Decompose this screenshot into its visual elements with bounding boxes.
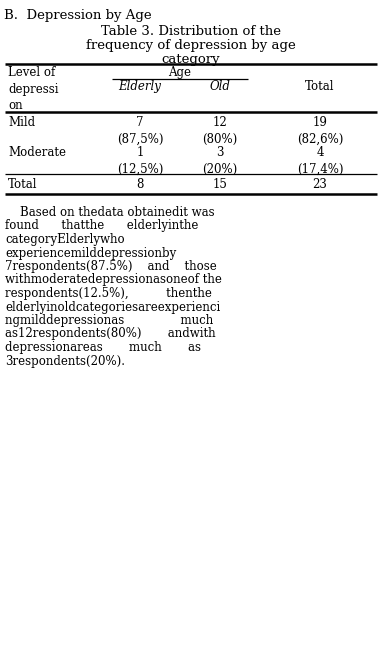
Text: 3respondents(20%).: 3respondents(20%). — [5, 354, 125, 368]
Text: category: category — [162, 53, 220, 66]
Text: found      thatthe      elderlyinthe: found thatthe elderlyinthe — [5, 220, 198, 232]
Text: 1
(12,5%): 1 (12,5%) — [117, 146, 163, 176]
Text: Table 3. Distribution of the: Table 3. Distribution of the — [101, 25, 281, 38]
Text: Moderate: Moderate — [8, 146, 66, 159]
Text: 23: 23 — [312, 178, 327, 191]
Text: B.  Depression by Age: B. Depression by Age — [4, 9, 152, 22]
Text: categoryElderlywho: categoryElderlywho — [5, 233, 125, 246]
Text: withmoderatedepressionasoneof the: withmoderatedepressionasoneof the — [5, 273, 222, 286]
Text: Elderly: Elderly — [118, 80, 162, 93]
Text: respondents(12.5%),          thenthe: respondents(12.5%), thenthe — [5, 287, 212, 300]
Text: depressionareas       much       as: depressionareas much as — [5, 341, 201, 354]
Text: Level of
depressi
on: Level of depressi on — [8, 66, 58, 112]
Text: 7respondents(87.5%)    and    those: 7respondents(87.5%) and those — [5, 260, 217, 273]
Text: 19
(82,6%): 19 (82,6%) — [297, 116, 343, 145]
Text: 12
(80%): 12 (80%) — [202, 116, 238, 145]
Text: Age: Age — [168, 66, 191, 79]
Text: Total: Total — [305, 79, 335, 92]
Text: 8: 8 — [136, 178, 144, 191]
Text: elderlyinoldcategoriesareexperienci: elderlyinoldcategoriesareexperienci — [5, 300, 220, 314]
Text: 7
(87,5%): 7 (87,5%) — [117, 116, 163, 145]
Text: ngmilddepressionas               much: ngmilddepressionas much — [5, 314, 213, 327]
Text: as12respondents(80%)       andwith: as12respondents(80%) andwith — [5, 327, 215, 341]
Text: Based on thedata obtainedit was: Based on thedata obtainedit was — [5, 206, 215, 219]
Text: frequency of depression by age: frequency of depression by age — [86, 39, 296, 52]
Text: 4
(17,4%): 4 (17,4%) — [297, 146, 343, 176]
Text: experiencemilddepressionby: experiencemilddepressionby — [5, 246, 176, 259]
Text: Mild: Mild — [8, 116, 35, 129]
Text: 3
(20%): 3 (20%) — [202, 146, 238, 176]
Text: 15: 15 — [212, 178, 227, 191]
Text: Total: Total — [8, 178, 37, 191]
Text: Old: Old — [210, 80, 230, 93]
